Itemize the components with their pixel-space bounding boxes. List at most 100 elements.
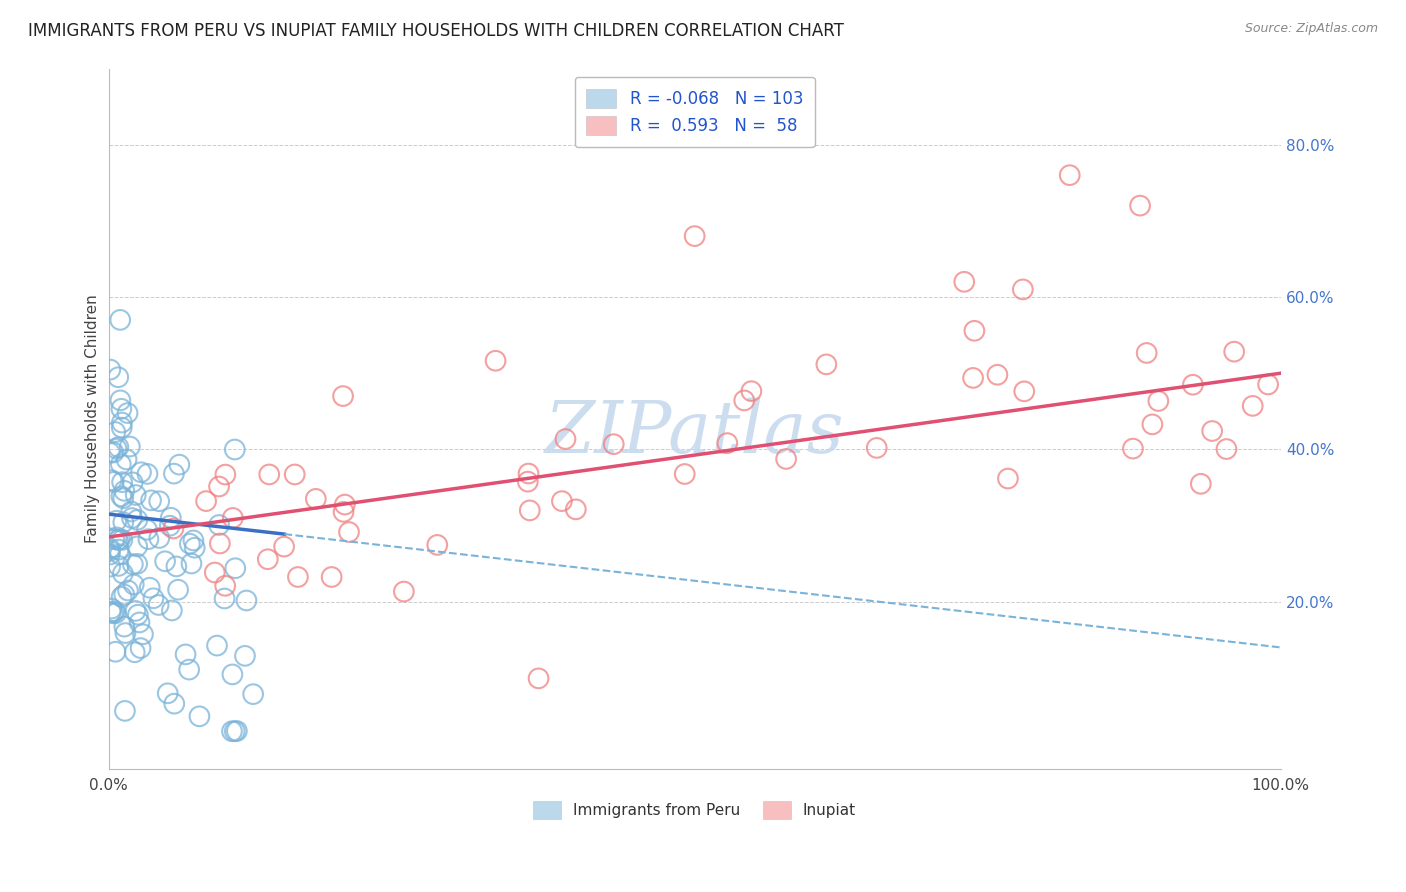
- Point: [188, 709, 211, 723]
- Point: [519, 503, 541, 517]
- Point: [516, 475, 538, 489]
- Point: [101, 607, 124, 621]
- Point: [195, 494, 218, 508]
- Point: [117, 406, 139, 420]
- Point: [98, 548, 121, 562]
- Point: [107, 533, 129, 547]
- Point: [1011, 282, 1033, 296]
- Point: [233, 648, 256, 663]
- Point: [100, 473, 122, 487]
- Point: [125, 488, 148, 502]
- Point: [208, 536, 231, 550]
- Point: [953, 275, 976, 289]
- Point: [183, 541, 205, 555]
- Point: [138, 581, 160, 595]
- Point: [104, 606, 127, 620]
- Text: IMMIGRANTS FROM PERU VS INUPIAT FAMILY HOUSEHOLDS WITH CHILDREN CORRELATION CHAR: IMMIGRANTS FROM PERU VS INUPIAT FAMILY H…: [28, 22, 844, 40]
- Point: [110, 393, 132, 408]
- Point: [127, 557, 149, 571]
- Point: [139, 493, 162, 508]
- Point: [242, 687, 264, 701]
- Point: [112, 620, 135, 634]
- Point: [815, 357, 838, 371]
- Point: [1223, 344, 1246, 359]
- Point: [224, 442, 246, 457]
- Text: ZIPatlas: ZIPatlas: [546, 398, 845, 468]
- Point: [866, 441, 889, 455]
- Point: [214, 467, 236, 482]
- Point: [222, 511, 245, 525]
- Point: [603, 437, 626, 451]
- Point: [108, 313, 131, 327]
- Point: [169, 458, 191, 472]
- Point: [962, 371, 984, 385]
- Point: [1201, 424, 1223, 438]
- Point: [128, 615, 150, 630]
- Point: [98, 559, 121, 574]
- Point: [683, 229, 706, 244]
- Point: [127, 513, 149, 527]
- Point: [98, 446, 121, 460]
- Point: [107, 440, 129, 454]
- Legend: Immigrants from Peru, Inupiat: Immigrants from Peru, Inupiat: [527, 795, 862, 825]
- Point: [426, 538, 449, 552]
- Point: [554, 432, 576, 446]
- Point: [174, 648, 197, 662]
- Point: [484, 353, 506, 368]
- Point: [565, 502, 588, 516]
- Point: [103, 532, 125, 546]
- Point: [214, 591, 236, 606]
- Point: [179, 537, 201, 551]
- Point: [111, 533, 134, 547]
- Point: [107, 542, 129, 557]
- Point: [273, 540, 295, 554]
- Point: [159, 510, 181, 524]
- Point: [105, 442, 128, 456]
- Point: [124, 604, 146, 618]
- Point: [1215, 442, 1237, 456]
- Point: [1241, 399, 1264, 413]
- Point: [103, 445, 125, 459]
- Point: [98, 541, 121, 556]
- Point: [100, 601, 122, 615]
- Point: [120, 504, 142, 518]
- Point: [1181, 377, 1204, 392]
- Point: [121, 475, 143, 490]
- Point: [114, 626, 136, 640]
- Point: [1142, 417, 1164, 432]
- Point: [673, 467, 696, 481]
- Point: [107, 558, 129, 573]
- Point: [112, 483, 135, 498]
- Point: [204, 566, 226, 580]
- Point: [337, 524, 360, 539]
- Point: [235, 593, 257, 607]
- Point: [716, 436, 738, 450]
- Point: [257, 467, 280, 482]
- Point: [127, 607, 149, 622]
- Point: [105, 530, 128, 544]
- Point: [118, 440, 141, 454]
- Point: [110, 401, 132, 416]
- Point: [103, 604, 125, 618]
- Point: [160, 603, 183, 617]
- Point: [208, 479, 231, 493]
- Point: [107, 370, 129, 384]
- Point: [167, 582, 190, 597]
- Point: [997, 471, 1019, 485]
- Point: [527, 671, 550, 685]
- Point: [117, 583, 139, 598]
- Point: [305, 491, 328, 506]
- Point: [205, 639, 228, 653]
- Point: [221, 667, 243, 681]
- Point: [148, 531, 170, 545]
- Point: [114, 704, 136, 718]
- Point: [321, 570, 343, 584]
- Point: [142, 591, 165, 606]
- Point: [122, 577, 145, 591]
- Y-axis label: Family Households with Children: Family Households with Children: [86, 294, 100, 543]
- Point: [1129, 199, 1152, 213]
- Point: [103, 475, 125, 489]
- Point: [163, 467, 186, 481]
- Point: [287, 570, 309, 584]
- Point: [132, 627, 155, 641]
